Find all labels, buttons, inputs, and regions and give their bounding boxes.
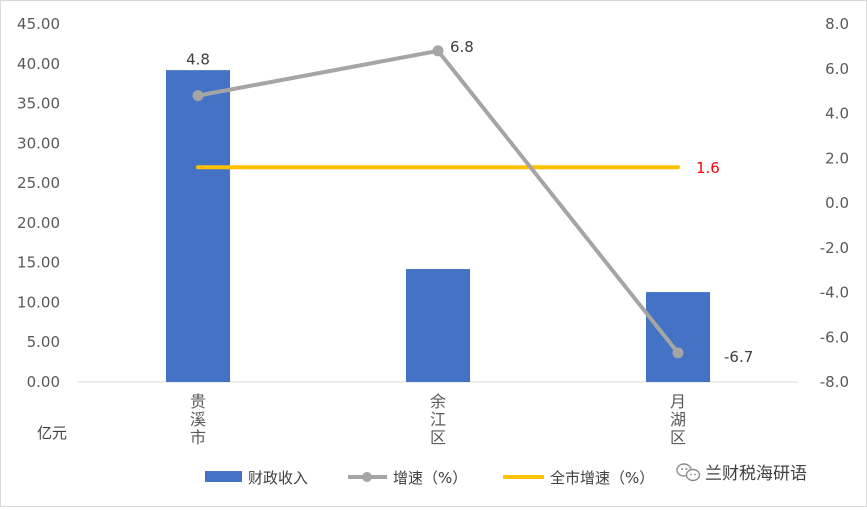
category-labels: 贵溪市 余江区 月湖区: [190, 392, 686, 447]
legend-label: 全市增速（%）: [550, 469, 654, 487]
left-tick-label: 25.00: [17, 174, 60, 192]
left-tick-label: 0.00: [27, 373, 60, 391]
bars: [166, 70, 710, 383]
growth-point: [672, 347, 684, 359]
growth-point: [192, 90, 204, 102]
category-label: 月湖区: [670, 392, 686, 447]
left-tick-label: 5.00: [27, 333, 60, 351]
legend-swatch-marker: [362, 472, 372, 482]
axes: 0.00 5.00 10.00 15.00 20.00 25.00 30.00 35.00 40…: [17, 15, 849, 391]
bar: [646, 292, 710, 382]
legend-swatch-bar: [205, 471, 242, 482]
right-tick-label: -8.0: [820, 373, 849, 391]
right-tick-label: -4.0: [820, 284, 849, 302]
legend: 财政收入 增速（%） 全市增速（%）: [205, 469, 654, 487]
watermark-text: 兰财税海研语: [705, 464, 807, 484]
right-tick-label: -2.0: [820, 239, 849, 257]
growth-label: 4.8: [186, 51, 210, 69]
left-tick-label: 10.00: [17, 293, 60, 311]
right-tick-label: 4.0: [825, 105, 849, 123]
category-label: 余江区: [430, 392, 446, 447]
bar: [406, 269, 470, 382]
left-tick-label: 40.00: [17, 55, 60, 73]
legend-label: 财政收入: [248, 469, 308, 487]
left-axis-unit: 亿元: [37, 424, 67, 442]
lines: [192, 45, 684, 359]
right-tick-label: -6.0: [820, 328, 849, 346]
right-tick-label: 6.0: [825, 60, 849, 78]
watermark: 兰财税海研语: [676, 463, 807, 484]
city-growth-label: 1.6: [696, 159, 720, 177]
wechat-icon: [676, 463, 701, 482]
growth-label: 6.8: [450, 38, 474, 56]
left-tick-label: 35.00: [17, 95, 60, 113]
left-tick-label: 45.00: [17, 15, 60, 33]
left-tick-label: 15.00: [17, 254, 60, 272]
bar: [166, 70, 230, 383]
right-tick-label: 0.0: [825, 194, 849, 212]
data-labels: 1.6 4.8 6.8 -6.7: [186, 38, 753, 366]
legend-label: 增速（%）: [393, 469, 467, 487]
growth-label: -6.7: [724, 348, 753, 366]
right-tick-label: 8.0: [825, 15, 849, 33]
left-tick-label: 20.00: [17, 214, 60, 232]
right-tick-label: 2.0: [825, 149, 849, 167]
growth-point: [432, 45, 444, 57]
left-tick-label: 30.00: [17, 134, 60, 152]
category-label: 贵溪市: [190, 392, 206, 447]
